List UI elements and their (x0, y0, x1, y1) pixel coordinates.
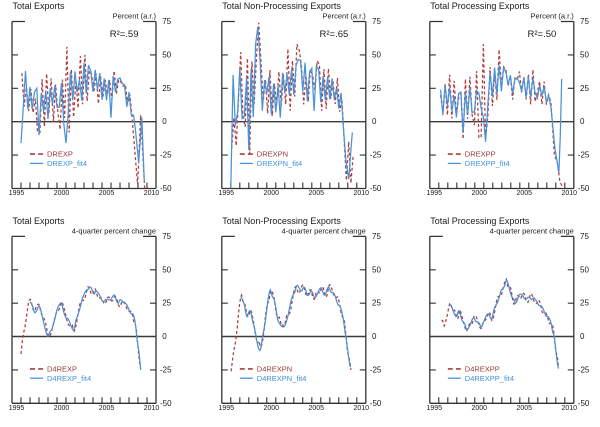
svg-text:2010: 2010 (562, 190, 578, 197)
svg-text:75: 75 (162, 17, 171, 26)
svg-text:0: 0 (162, 117, 167, 126)
svg-text:2010: 2010 (144, 190, 160, 197)
svg-text:Total Non-Processing Exports: Total Non-Processing Exports (222, 216, 341, 226)
svg-text:4-quarter percent change: 4-quarter percent change (490, 226, 574, 235)
svg-text:75: 75 (372, 232, 381, 241)
svg-text:Total Exports: Total Exports (13, 1, 66, 11)
svg-text:2005: 2005 (99, 190, 115, 197)
svg-text:2000: 2000 (264, 405, 280, 412)
svg-text:2010: 2010 (144, 405, 160, 412)
svg-text:50: 50 (372, 265, 381, 274)
svg-text:2010: 2010 (562, 405, 578, 412)
svg-text:2000: 2000 (54, 190, 70, 197)
svg-text:2010: 2010 (354, 190, 370, 197)
svg-text:DREXPP_fit4: DREXPP_fit4 (465, 159, 510, 168)
svg-text:Total Exports: Total Exports (13, 216, 66, 226)
svg-text:2005: 2005 (309, 405, 325, 412)
svg-text:2005: 2005 (517, 405, 533, 412)
svg-text:DREXP: DREXP (47, 150, 73, 159)
svg-text:R²=.59: R²=.59 (110, 29, 139, 40)
svg-text:Total Processing Exports: Total Processing Exports (430, 216, 530, 226)
svg-text:25: 25 (580, 299, 589, 308)
svg-text:4-quarter percent change: 4-quarter percent change (72, 226, 156, 235)
svg-text:2005: 2005 (99, 405, 115, 412)
svg-text:R²=.65: R²=.65 (320, 29, 349, 40)
svg-text:2005: 2005 (517, 190, 533, 197)
svg-text:-25: -25 (160, 365, 172, 374)
svg-text:50: 50 (372, 50, 381, 59)
svg-text:2000: 2000 (54, 405, 70, 412)
svg-text:R²=.50: R²=.50 (528, 29, 557, 40)
svg-text:-25: -25 (578, 365, 590, 374)
svg-text:0: 0 (580, 332, 585, 341)
svg-text:DREXPP: DREXPP (465, 150, 496, 159)
svg-text:1995: 1995 (427, 405, 443, 412)
svg-text:-50: -50 (160, 399, 172, 408)
svg-text:-25: -25 (370, 365, 382, 374)
svg-text:50: 50 (580, 265, 589, 274)
svg-text:1995: 1995 (219, 405, 235, 412)
svg-text:D4REXPP: D4REXPP (465, 365, 500, 374)
svg-text:Total Processing Exports: Total Processing Exports (430, 1, 530, 11)
svg-text:2000: 2000 (472, 405, 488, 412)
svg-text:4-quarter percent change: 4-quarter percent change (282, 226, 366, 235)
svg-text:0: 0 (372, 332, 377, 341)
svg-text:Percent (a.r.): Percent (a.r.) (530, 12, 574, 21)
svg-text:75: 75 (162, 232, 171, 241)
svg-text:-25: -25 (578, 151, 590, 160)
svg-text:Percent (a.r.): Percent (a.r.) (322, 12, 366, 21)
svg-text:2005: 2005 (309, 190, 325, 197)
svg-text:1995: 1995 (9, 405, 25, 412)
svg-text:-50: -50 (578, 184, 590, 193)
svg-text:1995: 1995 (9, 190, 25, 197)
svg-text:D4REXPN_fit4: D4REXPN_fit4 (257, 374, 307, 383)
svg-text:1995: 1995 (427, 190, 443, 197)
svg-text:0: 0 (580, 117, 585, 126)
svg-text:D4REXPN: D4REXPN (257, 365, 292, 374)
svg-text:50: 50 (162, 50, 171, 59)
svg-text:50: 50 (580, 50, 589, 59)
svg-text:DREXP_fit4: DREXP_fit4 (47, 159, 87, 168)
svg-text:Percent (a.r.): Percent (a.r.) (113, 12, 157, 21)
svg-text:-50: -50 (578, 399, 590, 408)
svg-text:0: 0 (162, 332, 167, 341)
svg-text:75: 75 (580, 232, 589, 241)
svg-text:D4REXP_fit4: D4REXP_fit4 (47, 374, 91, 383)
svg-text:-25: -25 (370, 151, 382, 160)
svg-text:25: 25 (162, 299, 171, 308)
svg-text:-25: -25 (160, 151, 172, 160)
svg-text:2010: 2010 (354, 405, 370, 412)
svg-text:50: 50 (162, 265, 171, 274)
svg-text:1995: 1995 (219, 190, 235, 197)
svg-text:Total Non-Processing Exports: Total Non-Processing Exports (222, 1, 341, 11)
svg-text:D4REXP: D4REXP (47, 365, 77, 374)
svg-text:25: 25 (372, 84, 381, 93)
svg-text:2000: 2000 (472, 190, 488, 197)
svg-text:-50: -50 (160, 184, 172, 193)
svg-text:2000: 2000 (264, 190, 280, 197)
svg-text:DREXPN_fit4: DREXPN_fit4 (257, 159, 302, 168)
svg-text:D4REXPP_fit4: D4REXPP_fit4 (465, 374, 514, 383)
svg-text:-50: -50 (370, 399, 382, 408)
svg-text:25: 25 (162, 84, 171, 93)
svg-text:-50: -50 (370, 184, 382, 193)
svg-text:0: 0 (372, 117, 377, 126)
svg-text:25: 25 (372, 299, 381, 308)
svg-text:75: 75 (372, 17, 381, 26)
svg-text:75: 75 (580, 17, 589, 26)
svg-text:DREXPN: DREXPN (257, 150, 288, 159)
svg-text:25: 25 (580, 84, 589, 93)
